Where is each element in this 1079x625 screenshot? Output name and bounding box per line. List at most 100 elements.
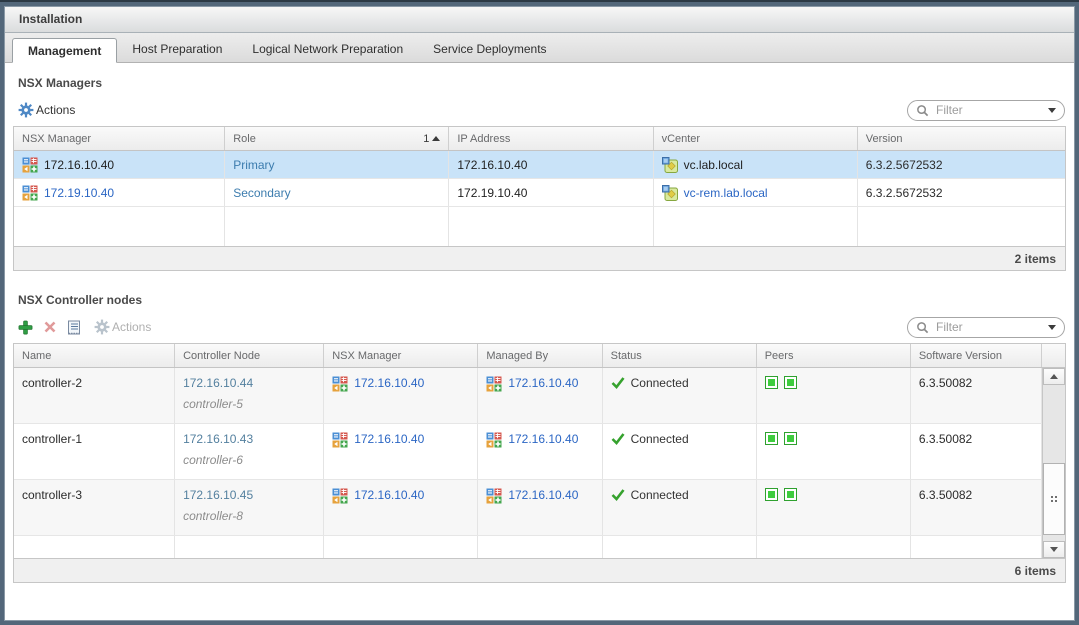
filter-dropdown-caret-icon[interactable]	[1048, 107, 1056, 113]
tab-logical-network-preparation[interactable]: Logical Network Preparation	[252, 42, 404, 56]
gear-icon	[18, 102, 34, 118]
controller-manager-link[interactable]: 172.16.10.40	[354, 432, 425, 446]
controller-node-ip-link[interactable]: 172.16.10.44	[183, 376, 254, 390]
managers-actions-button[interactable]: Actions	[18, 102, 75, 118]
controller-manager-link[interactable]: 172.16.10.40	[354, 376, 425, 390]
scroll-up-button[interactable]	[1043, 368, 1065, 385]
filter-dropdown-caret-icon[interactable]	[1048, 324, 1056, 330]
controller-node-id: controller-5	[183, 397, 243, 411]
nsx-manager-icon	[486, 432, 502, 448]
managers-filter-input[interactable]	[934, 102, 1044, 118]
tab-host-preparation[interactable]: Host Preparation	[132, 42, 223, 56]
vcenter-link[interactable]: vc-rem.lab.local	[683, 185, 768, 200]
managers-filter-box[interactable]	[907, 99, 1065, 121]
scroll-up-arrow-icon	[1050, 374, 1058, 379]
col-header-ip-address[interactable]: IP Address	[449, 127, 654, 150]
col-header-name[interactable]: Name	[14, 344, 176, 367]
col-header-role[interactable]: Role 1	[225, 127, 450, 150]
col-header-peers[interactable]: Peers	[757, 344, 911, 367]
nsx-manager-icon	[486, 376, 502, 392]
col-header-controller-node[interactable]: Controller Node	[175, 344, 325, 367]
manager-row-secondary[interactable]: 172.19.10.40 Secondary 172.19.10.40 vc-r…	[14, 179, 1065, 207]
nsx-manager-icon	[22, 157, 38, 172]
controllers-filter-box[interactable]	[907, 316, 1065, 338]
manager-role-link[interactable]: Secondary	[233, 185, 291, 200]
controller-node-ip-link[interactable]: 172.16.10.45	[183, 488, 254, 502]
manager-ip: 172.16.10.40	[457, 157, 528, 172]
controller-software-version: 6.3.50082	[918, 376, 973, 390]
scroll-down-button[interactable]	[1043, 541, 1065, 558]
controller-status: Connected	[630, 376, 689, 390]
controller-managed-by-link[interactable]: 172.16.10.40	[508, 432, 579, 446]
col-header-status[interactable]: Status	[603, 344, 757, 367]
peer-indicator	[764, 376, 778, 389]
nsx-manager-icon	[486, 488, 502, 504]
controller-name: controller-1	[22, 432, 83, 446]
vcenter-icon	[661, 184, 678, 201]
peer-indicator	[783, 488, 797, 501]
controller-row[interactable]: controller-2 172.16.10.44 controller-5 1…	[14, 368, 1065, 424]
plus-icon	[18, 320, 33, 334]
search-icon	[917, 104, 929, 116]
controllers-header-row: Name Controller Node NSX Manager Managed…	[14, 344, 1065, 368]
controllers-items-count: 6 items	[14, 558, 1065, 582]
sort-indicator: 1	[423, 128, 441, 150]
empty-row	[14, 207, 1065, 246]
controller-status: Connected	[630, 488, 689, 502]
peer-indicator	[783, 376, 797, 389]
list-icon	[68, 320, 80, 334]
scrollbar-grip-icon	[1051, 496, 1057, 502]
controller-name: controller-2	[22, 376, 83, 390]
controller-node-ip-link[interactable]: 172.16.10.43	[183, 432, 254, 446]
col-header-nsx-manager[interactable]: NSX Manager	[14, 127, 226, 150]
vertical-scrollbar[interactable]	[1042, 368, 1065, 558]
peer-indicator	[764, 432, 778, 445]
add-controller-button[interactable]	[18, 320, 33, 335]
manager-name[interactable]: 172.16.10.40	[44, 157, 115, 172]
gear-disabled-icon	[94, 319, 110, 335]
col-header-nsx-manager[interactable]: NSX Manager	[324, 344, 479, 367]
panel-title: Installation	[5, 7, 1074, 33]
controller-row[interactable]: controller-3 172.16.10.45 controller-8 1…	[14, 480, 1065, 536]
nsx-manager-icon	[332, 432, 348, 448]
tab-service-deployments[interactable]: Service Deployments	[433, 42, 547, 56]
controllers-actions-button[interactable]: Actions	[94, 319, 151, 335]
tab-management[interactable]: Management	[12, 38, 118, 63]
controller-node-id: controller-8	[183, 509, 243, 523]
nsx-controllers-section-title: NSX Controller nodes	[18, 293, 143, 307]
connected-check-icon	[611, 377, 625, 389]
controller-software-version: 6.3.50082	[918, 488, 973, 502]
manager-role-link[interactable]: Primary	[233, 157, 275, 172]
controller-row[interactable]: controller-1 172.16.10.43 controller-6 1…	[14, 424, 1065, 480]
search-icon	[917, 321, 929, 333]
controllers-filter-input[interactable]	[934, 319, 1044, 335]
manager-version: 6.3.2.5672532	[865, 185, 943, 200]
col-header-vcenter[interactable]: vCenter	[654, 127, 858, 150]
scrollbar-thumb[interactable]	[1043, 463, 1065, 535]
connected-check-icon	[611, 433, 625, 445]
manager-name[interactable]: 172.19.10.40	[44, 185, 115, 200]
col-header-software-version[interactable]: Software Version	[911, 344, 1043, 367]
peer-indicator	[783, 432, 797, 445]
controller-name: controller-3	[22, 488, 83, 502]
tab-bar: Management Host Preparation Logical Netw…	[5, 33, 1074, 63]
nsx-managers-table: NSX Manager Role 1 IP Address vCenter Ve…	[13, 126, 1066, 271]
controller-peers	[757, 424, 911, 479]
vcenter-icon	[661, 156, 678, 173]
col-header-version[interactable]: Version	[865, 132, 903, 145]
controller-details-button[interactable]	[67, 320, 81, 335]
managers-header-row: NSX Manager Role 1 IP Address vCenter Ve…	[14, 127, 1065, 151]
controllers-toolbar: Actions	[18, 316, 1065, 338]
sort-asc-icon	[432, 136, 441, 141]
manager-row-primary[interactable]: 172.16.10.40 Primary 172.16.10.40 vc.lab…	[14, 151, 1065, 179]
controller-managed-by-link[interactable]: 172.16.10.40	[508, 488, 579, 502]
controller-managed-by-link[interactable]: 172.16.10.40	[508, 376, 579, 390]
controller-status: Connected	[630, 432, 689, 446]
nsx-managers-section-title: NSX Managers	[18, 76, 103, 90]
controller-manager-link[interactable]: 172.16.10.40	[354, 488, 425, 502]
col-header-managed-by[interactable]: Managed By	[478, 344, 603, 367]
delete-controller-button[interactable]	[44, 321, 56, 333]
vcenter-link[interactable]: vc.lab.local	[683, 157, 743, 172]
scroll-down-arrow-icon	[1050, 547, 1058, 552]
